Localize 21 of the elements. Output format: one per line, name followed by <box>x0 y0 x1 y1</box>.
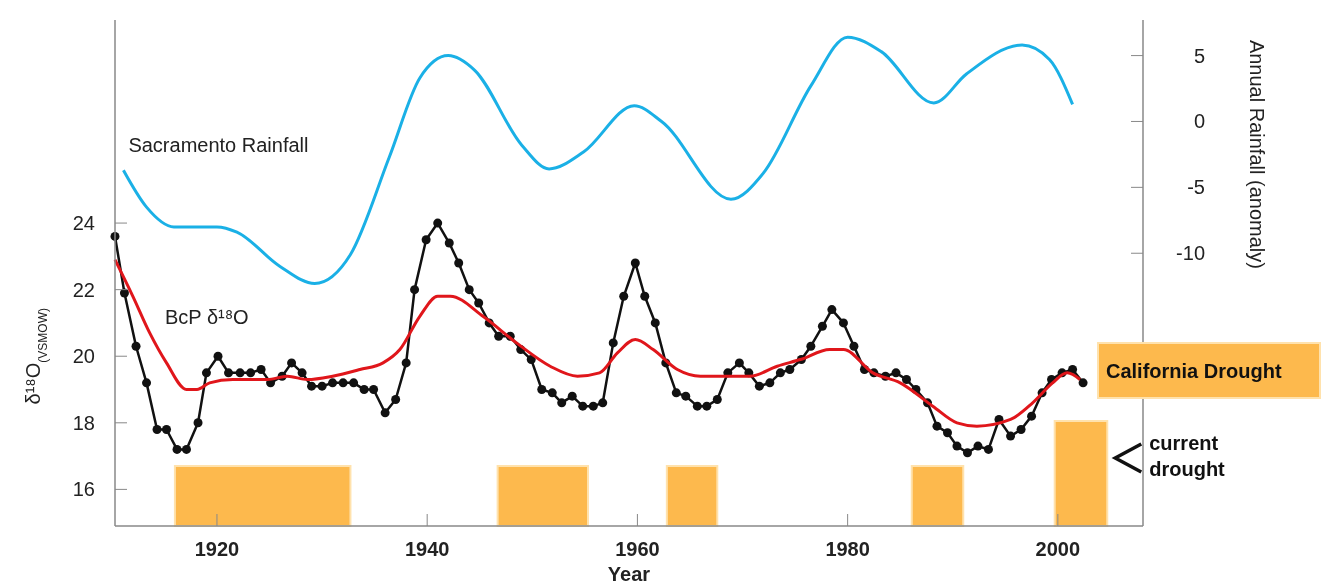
series-label: Sacramento Rainfall <box>128 134 309 157</box>
y2-tick-label: -10 <box>1176 242 1205 265</box>
x-tick-label: 1940 <box>404 538 450 560</box>
y-tick-label: 22 <box>72 278 95 301</box>
x-tick-label: 1920 <box>194 538 240 560</box>
x-axis-title: Year <box>607 563 651 585</box>
line-series <box>121 35 1075 286</box>
y-tick-label: 18 <box>72 411 95 434</box>
series-label: BcP δ¹⁸O <box>165 306 249 329</box>
y-tick-label: 16 <box>72 478 95 501</box>
y2-tick-label: 5 <box>1193 44 1205 67</box>
x-tick-label: 1980 <box>825 538 870 560</box>
x-tick-label: 1960 <box>615 538 660 560</box>
y-tick-label: 20 <box>72 345 95 368</box>
y-tick-label: 24 <box>72 212 95 235</box>
y2-axis-title: Annual Rainfall (anomaly) <box>1246 39 1268 269</box>
y2-tick-label: -5 <box>1187 176 1205 199</box>
x-tick-label: 2000 <box>1035 538 1081 560</box>
band-label: current drought <box>1149 432 1226 480</box>
y2-tick-label: 0 <box>1193 110 1205 133</box>
annotation: California Drought <box>1106 360 1282 382</box>
